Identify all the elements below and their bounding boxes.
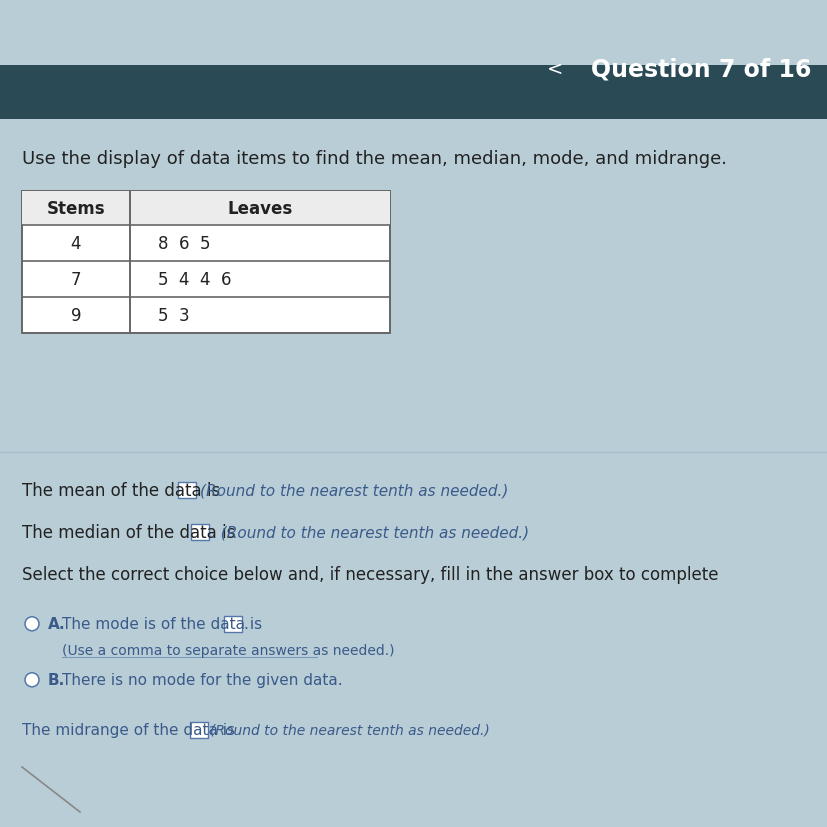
Text: 9: 9 [70,307,81,325]
Text: The midrange of the data is: The midrange of the data is [22,723,240,738]
Bar [224,616,241,632]
Text: .: . [242,617,247,632]
Text: There is no mode for the given data.: There is no mode for the given data. [62,672,342,687]
Text: 5  3: 5 3 [158,307,189,325]
Text: <: < [546,60,562,79]
Text: Select the correct choice below and, if necessary, fill in the answer box to com: Select the correct choice below and, if … [22,565,718,583]
Text: Stems: Stems [46,200,105,218]
Text: (Round to the nearest tenth as needed.): (Round to the nearest tenth as needed.) [200,483,508,498]
Text: (Round to the nearest tenth as needed.): (Round to the nearest tenth as needed.) [210,723,489,737]
Bar [191,524,208,540]
Text: 5  4  4  6: 5 4 4 6 [158,270,232,289]
Text: The mode is of the data is: The mode is of the data is [62,617,266,632]
Bar [22,192,390,333]
Bar [189,722,208,738]
Text: 7: 7 [70,270,81,289]
Text: B.: B. [48,672,65,687]
Text: 4: 4 [70,235,81,253]
Text: The mean of the data is: The mean of the data is [22,481,225,500]
Text: (Use a comma to separate answers as needed.): (Use a comma to separate answers as need… [62,643,394,657]
Text: Question 7 of 16: Question 7 of 16 [590,58,810,82]
Text: . (Round to the nearest tenth as needed.): . (Round to the nearest tenth as needed.… [211,524,528,540]
Bar [178,482,196,498]
Bar [22,192,390,226]
Bar [0,66,827,120]
Circle shape [25,673,39,687]
Circle shape [25,617,39,631]
Text: Leaves: Leaves [227,200,292,218]
Text: Use the display of data items to find the mean, median, mode, and midrange.: Use the display of data items to find th… [22,150,726,168]
Text: The median of the data is: The median of the data is [22,523,241,541]
Text: 8  6  5: 8 6 5 [158,235,210,253]
Text: A.: A. [48,617,65,632]
